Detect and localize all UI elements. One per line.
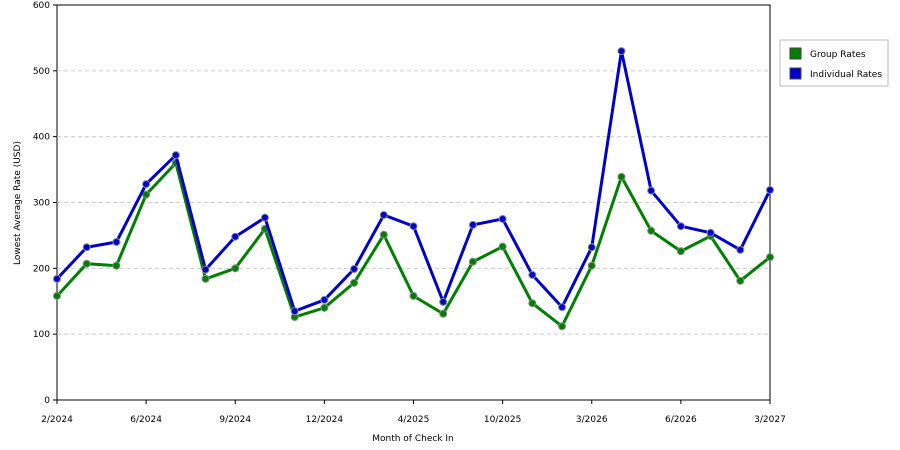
data-point [766,185,774,194]
x-tick-label: 3/2027 [754,415,786,425]
data-point [587,261,596,270]
data-point [439,297,448,306]
data-point [350,264,359,273]
data-point [736,276,745,285]
data-point [528,299,537,308]
data-point [260,213,269,222]
data-point [142,180,151,189]
plot-frame [56,4,771,401]
y-axis-title: Lowest Average Rate (USD) [13,141,23,265]
data-point [231,232,240,241]
x-tick-label: 6/2024 [130,415,162,425]
data-point [112,261,121,270]
y-tick-label: 200 [33,264,50,274]
data-point [587,243,596,252]
x-tick-label: 3/2026 [576,415,608,425]
data-point [706,228,715,237]
data-point [379,230,388,239]
data-point [558,303,567,312]
data-point [676,247,685,256]
legend-label: Group Rates [810,50,866,60]
legend-label: Individual Rates [810,70,882,80]
legend-swatch [789,47,802,60]
data-point [53,274,61,283]
data-point [231,264,240,273]
data-point [528,270,537,279]
data-point [498,214,507,223]
x-tick-label: 6/2026 [665,415,697,425]
x-axis-title: Month of Check In [372,434,454,444]
x-tick-label: 2/2024 [41,415,73,425]
data-point [350,278,359,287]
y-tick-label: 100 [33,330,50,340]
data-point [142,190,151,199]
data-point [617,172,626,181]
data-point [647,186,656,195]
data-point [82,259,91,268]
y-tick-label: 400 [33,133,50,143]
data-point [617,47,626,56]
data-point [53,291,61,300]
data-point [171,151,180,160]
data-point [82,243,91,252]
x-tick-label: 4/2025 [398,415,430,425]
data-point [320,303,329,312]
data-point [736,245,745,254]
data-point [647,226,656,235]
legend-swatch [789,67,802,80]
data-point [558,322,567,331]
data-point [468,220,477,229]
data-point [379,211,388,220]
y-tick-label: 300 [33,199,50,209]
data-point [468,257,477,266]
data-point [409,291,418,300]
data-point [439,309,448,318]
data-point [676,222,685,231]
data-point [320,295,329,304]
data-point [201,274,210,283]
x-tick-label: 9/2024 [219,415,251,425]
data-point [112,238,121,246]
x-tick-label: 10/2025 [484,415,521,425]
x-tick-label: 12/2024 [306,415,344,425]
data-point [766,253,774,262]
data-point [201,265,210,274]
y-tick-label: 0 [44,396,50,406]
data-point [498,242,507,251]
y-tick-label: 500 [33,67,50,77]
y-tick-label: 600 [33,1,50,11]
data-point [290,307,299,316]
data-point [409,222,418,231]
